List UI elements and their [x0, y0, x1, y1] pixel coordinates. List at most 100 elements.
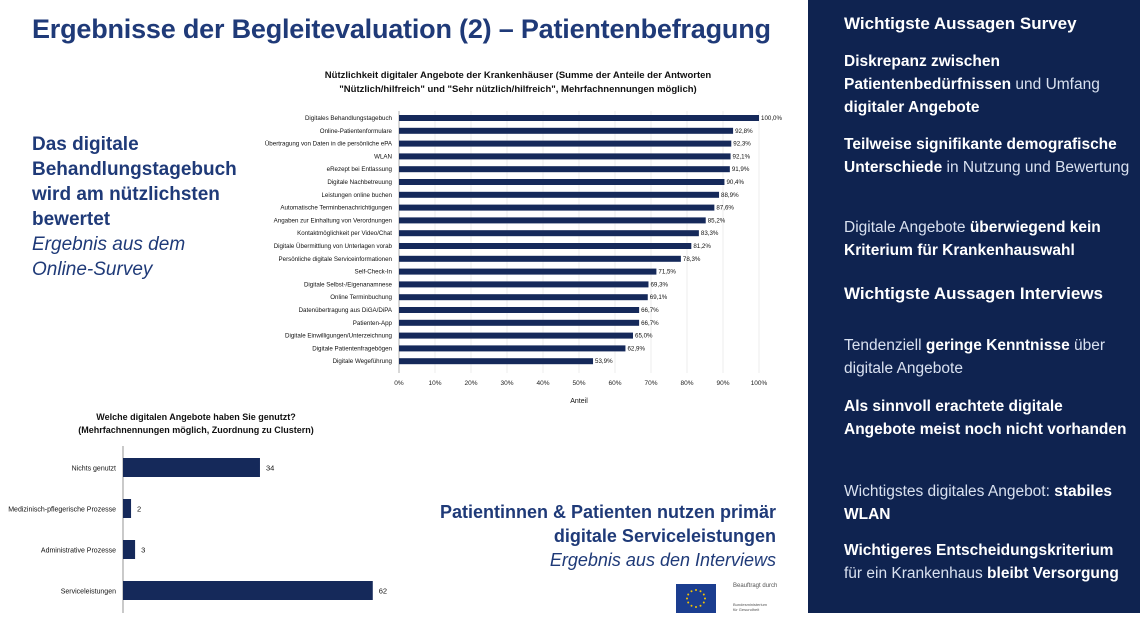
- chart1-bar: [399, 332, 633, 339]
- chart2-value-label: 2: [137, 505, 141, 514]
- chart1-bar: [399, 255, 681, 262]
- chart1-category-label: Digitale Einwilligungen/Unterzeichnung: [285, 333, 393, 340]
- chart2-title: Welche digitalen Angebote haben Sie genu…: [96, 412, 296, 422]
- statement-bold: bleibt Versorgung: [987, 565, 1119, 582]
- chart1-bar: [399, 204, 715, 211]
- survey-heading: Wichtigste Aussagen Survey: [844, 14, 1077, 33]
- chart1-value-label: 53,9%: [595, 358, 613, 365]
- chart1-bar: [399, 319, 640, 326]
- chart1-xtick-label: 40%: [536, 380, 549, 387]
- statement-bold: überwiegend kein Kriterium für Krankenha…: [844, 219, 1101, 259]
- chart1-category-label: Kontaktmöglichkeit per Video/Chat: [297, 230, 392, 237]
- chart1-value-label: 78,3%: [683, 256, 701, 263]
- commissioned-by-label: Beauftragt durch: [733, 583, 778, 589]
- chart1-xtick-label: 100%: [751, 380, 768, 387]
- key-statements-panel: Wichtigste Aussagen Survey Diskrepanz zw…: [808, 0, 1140, 613]
- chart1-category-label: eRezept bei Entlassung: [327, 166, 393, 173]
- left-finding-line: Behandlungstagebuch: [32, 159, 237, 180]
- statement-bold: Teilweise signifikante demografische Unt…: [844, 136, 1117, 176]
- chart1-value-label: 87,6%: [716, 205, 734, 212]
- ministry-line: Bundesministerium: [733, 602, 768, 607]
- chart1-value-label: 92,1%: [733, 153, 751, 160]
- chart1-value-label: 92,3%: [733, 141, 751, 148]
- chart2-bar: [123, 499, 132, 518]
- chart2-bar: [123, 581, 373, 600]
- chart1-value-label: 88,9%: [721, 192, 739, 199]
- chart1-xtick-label: 90%: [716, 380, 729, 387]
- chart1-category-label: Online-Patientenformulare: [320, 128, 393, 135]
- bottom-finding-line: Patientinnen & Patienten nutzen primär: [439, 502, 776, 522]
- chart1-value-label: 69,1%: [650, 294, 668, 301]
- usage-bar-chart: Welche digitalen Angebote haben Sie genu…: [8, 412, 387, 613]
- statement-text: für ein Krankenhaus: [844, 565, 988, 582]
- left-finding-line: Das digitale: [32, 134, 139, 155]
- chart2-category-label: Medizinisch-pflegerische Prozesse: [8, 507, 116, 514]
- chart1-xtick-label: 80%: [680, 380, 693, 387]
- chart1-xtick-label: 20%: [464, 380, 477, 387]
- chart1-bar: [399, 217, 706, 224]
- chart1-bar: [399, 307, 640, 313]
- bottom-finding-source: Ergebnis aus den Interviews: [549, 550, 776, 570]
- chart1-value-label: 100,0%: [761, 115, 782, 122]
- statement-text: und Umfang: [1011, 76, 1100, 93]
- chart1-xtick-label: 70%: [644, 380, 657, 387]
- chart1-value-label: 71,5%: [658, 269, 676, 276]
- chart2-category-label: Serviceleistungen: [61, 589, 116, 596]
- left-finding-source: Ergebnis aus dem: [32, 234, 186, 255]
- statement-bold: Wichtigeres Entscheidungskriterium: [844, 542, 1114, 559]
- chart1-value-label: 65,0%: [635, 333, 653, 340]
- chart1-value-label: 92,8%: [735, 128, 753, 135]
- chart1-title: Nützlichkeit digitaler Angebote der Kran…: [325, 70, 712, 81]
- interview-statement-2: Als sinnvoll erachtete digitale Angebote…: [844, 395, 1134, 441]
- chart1-value-label: 83,3%: [701, 230, 719, 237]
- statement-text: Digitale Angebote: [844, 219, 970, 236]
- chart1-category-label: Patienten-App: [353, 320, 393, 327]
- chart1-category-label: Datenübertragung aus DiGA/DiPA: [299, 307, 393, 314]
- survey-statement-1: Diskrepanz zwischen Patientenbedürfnisse…: [844, 50, 1134, 119]
- statement-bold: digitaler Angebote: [844, 99, 980, 116]
- chart1-subtitle: "Nützlich/hilfreich" und "Sehr nützlich/…: [339, 84, 696, 95]
- chart1-value-label: 81,2%: [693, 243, 711, 250]
- chart1-bar: [399, 153, 731, 160]
- interviews-heading: Wichtigste Aussagen Interviews: [844, 284, 1104, 303]
- statement-text: in Nutzung und Bewertung: [942, 159, 1130, 176]
- left-key-finding: Das digitale Behandlungstagebuch wird am…: [32, 132, 282, 282]
- chart1-xtick-label: 50%: [572, 380, 585, 387]
- chart1-bar: [399, 345, 626, 352]
- interview-statement-4: Wichtigeres Entscheidungskriterium für e…: [844, 539, 1134, 585]
- chart1-bar: [399, 230, 699, 237]
- chart1-bar: [399, 179, 725, 185]
- chart1-value-label: 90,4%: [726, 179, 744, 186]
- chart1-category-label: Digitale Wegeführung: [333, 358, 393, 365]
- chart1-value-label: 85,2%: [708, 217, 726, 224]
- chart2-category-label: Nichts genutzt: [72, 466, 116, 473]
- slide-title: Ergebnisse der Begleitevaluation (2) – P…: [32, 14, 771, 44]
- chart1-xtick-label: 30%: [500, 380, 513, 387]
- chart1-category-label: WLAN: [374, 153, 392, 160]
- bottom-finding-line: digitale Serviceleistungen: [553, 526, 776, 546]
- bottom-key-finding: Patientinnen & Patienten nutzen primär d…: [392, 500, 776, 572]
- statement-bold: geringe Kenntnisse: [925, 337, 1070, 354]
- survey-statement-2: Teilweise signifikante demografische Unt…: [844, 133, 1134, 179]
- interview-statement-3: Wichtigstes digitales Angebot: stabiles …: [844, 480, 1134, 526]
- chart2-value-label: 3: [141, 546, 145, 555]
- chart1-xtick-label: 10%: [428, 380, 441, 387]
- chart1-category-label: Digitale Patientenfragebögen: [312, 345, 392, 352]
- footer-logos: Beauftragt durch Bundesministerium für G…: [676, 580, 796, 613]
- statement-bold: Als sinnvoll erachtete digitale Angebote…: [844, 398, 1127, 438]
- chart1-bar: [399, 268, 657, 275]
- chart1-value-label: 62,9%: [627, 345, 645, 352]
- chart1-category-label: Digitales Behandlungstagebuch: [305, 115, 393, 122]
- statement-text: über digitale Angebote: [844, 337, 1106, 377]
- chart1-value-label: 91,9%: [732, 166, 750, 173]
- chart1-value-label: 66,7%: [641, 320, 659, 327]
- chart1-bar: [399, 294, 648, 301]
- left-finding-line: bewertet: [32, 209, 111, 230]
- chart1-category-label: Digitale Übermittlung von Unterlagen vor…: [274, 243, 393, 250]
- chart2-bar: [123, 458, 260, 477]
- chart1-bar: [399, 127, 734, 134]
- interview-statement-1: Tendenziell geringe Kenntnisse über digi…: [844, 334, 1134, 380]
- chart1-category-label: Angaben zur Einhaltung von Verordnungen: [274, 217, 393, 224]
- chart1-value-label: 69,3%: [650, 281, 668, 288]
- chart1-bar: [399, 191, 720, 198]
